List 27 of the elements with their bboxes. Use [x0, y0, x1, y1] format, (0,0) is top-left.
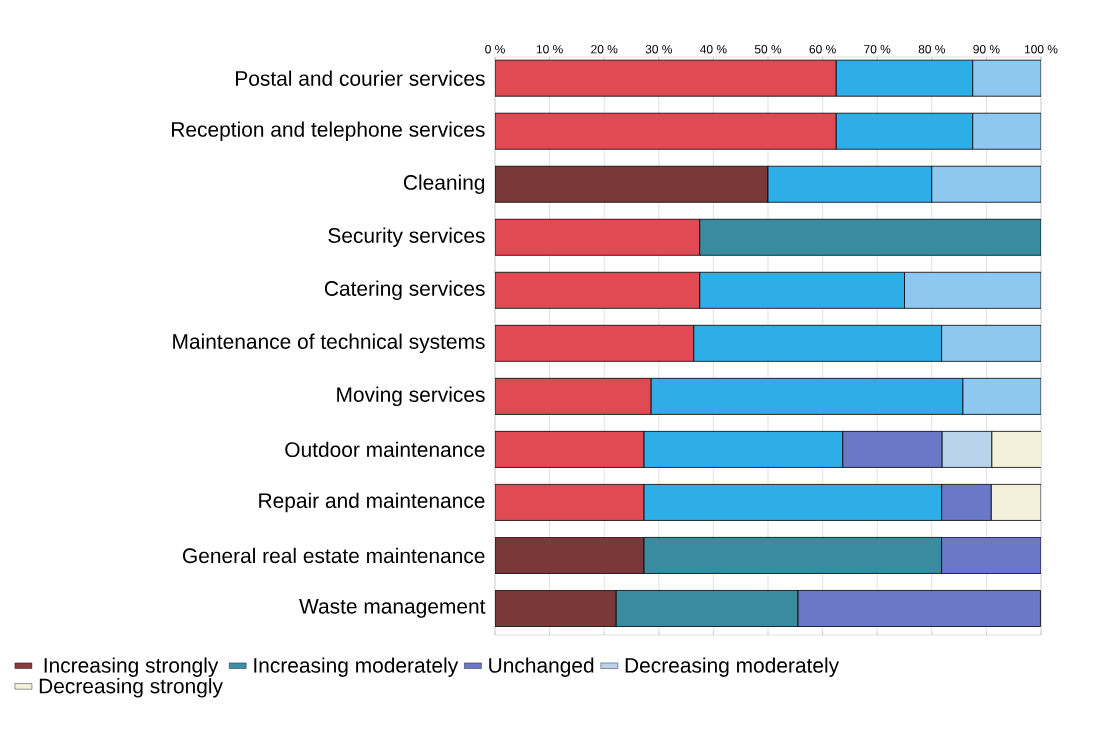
x-tick-label: 70 % [864, 45, 891, 54]
legend-label: Increasing moderately [254, 657, 459, 677]
y-tick-label: General real estate maintenance [182, 547, 485, 564]
y-tick-label: Outdoor maintenance [285, 441, 485, 458]
y-tick-label: Security services [328, 227, 485, 248]
y-tick-label: Moving services [337, 386, 485, 407]
legend-label: Increasing strongly [44, 657, 219, 677]
x-tick-label: 50 % [754, 45, 782, 54]
x-tick-label: 60 % [809, 45, 836, 54]
x-tick-label: 40 % [700, 45, 727, 54]
x-tick-label: 0 % [485, 45, 505, 54]
x-tick-label: 80 % [918, 45, 945, 54]
x-tick-label: 30 % [645, 45, 672, 54]
legend-label: Decreasing moderately [625, 657, 840, 677]
x-tick-label: 10 % [536, 45, 563, 54]
y-tick-label: Reception and telephone services [172, 121, 485, 141]
y-tick-label: Maintenance of technical systems [173, 333, 485, 354]
y-tick-label: Postal and courier services [236, 70, 485, 86]
y-tick-label: Repair and maintenance [259, 492, 485, 513]
x-tick-label: 100 % [1024, 45, 1058, 54]
legend-label: Decreasing strongly [39, 678, 223, 698]
legend-label: Unchanged [489, 657, 594, 677]
y-tick-label: Catering services [324, 280, 485, 301]
y-tick-label: Waste management [299, 599, 486, 618]
y-tick-label: Cleaning [403, 174, 485, 195]
x-tick-label: 20 % [591, 45, 618, 54]
x-tick-label: 90 % [973, 45, 1000, 54]
